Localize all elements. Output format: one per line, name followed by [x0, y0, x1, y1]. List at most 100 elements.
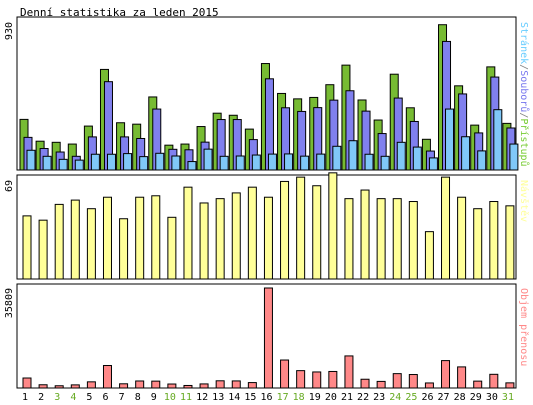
- panel-visits: 930 Stránek/Souborů/Přístupů: [4, 16, 530, 171]
- x-tick-label: 13: [212, 392, 224, 403]
- series-Stránek: [26, 108, 519, 171]
- bar-visitors-30: [489, 201, 499, 280]
- x-tick-label: 26: [421, 392, 433, 403]
- bar-visitors-24: [392, 198, 402, 280]
- bar-visitors-5: [86, 208, 96, 280]
- bar-kbytes-11: [183, 384, 193, 389]
- panel-visitors: 69 Návštěv: [4, 172, 530, 280]
- bar-visits-27: [445, 108, 455, 171]
- x-tick-label: 11: [180, 392, 192, 403]
- bar-visits-15: [251, 154, 261, 171]
- bar-visitors-26: [424, 231, 434, 280]
- bar-visitors-16: [263, 196, 273, 280]
- bar-visitors-9: [151, 195, 161, 280]
- series-Objem přenosu: [22, 287, 515, 389]
- x-tick-label: 21: [341, 392, 353, 403]
- legend-label-part: Objem přenosu: [518, 288, 530, 366]
- legend-label: Návštěv: [518, 180, 530, 222]
- bar-kbytes-31: [505, 382, 515, 389]
- bar-visitors-12: [199, 202, 209, 280]
- x-axis-labels: 1 2 3 4 5 6 7 8 9 10 11 12 13 14 15 16 17 18 19 20 21 22 23 24 2…: [22, 392, 514, 403]
- bar-visitors-31: [505, 205, 515, 280]
- x-tick-label: 9: [151, 392, 157, 403]
- bar-visitors-27: [441, 176, 451, 280]
- x-tick-label: 29: [470, 392, 482, 403]
- x-tick-label: 23: [373, 392, 385, 403]
- bar-kbytes-6: [102, 365, 112, 389]
- legend-label-part: Přístupů: [518, 118, 530, 166]
- x-tick-label: 15: [244, 392, 256, 403]
- bar-visits-29: [477, 150, 487, 171]
- bar-visitors-17: [280, 180, 290, 280]
- bar-visitors-13: [215, 198, 225, 280]
- legend-label-part: /: [518, 64, 529, 70]
- bar-visits-26: [428, 157, 438, 171]
- x-tick-label: 4: [70, 392, 76, 403]
- x-tick-label: 16: [260, 392, 272, 403]
- bar-kbytes-4: [70, 384, 80, 389]
- bar-visitors-8: [135, 196, 145, 280]
- bar-kbytes-10: [167, 383, 177, 389]
- bar-kbytes-17: [280, 359, 290, 389]
- bar-visits-22: [364, 153, 374, 171]
- legend-label: Objem přenosu: [518, 288, 530, 366]
- y-max-label: 35809: [4, 288, 15, 318]
- bar-visitors-6: [102, 196, 112, 280]
- bar-kbytes-12: [199, 383, 209, 389]
- bar-visitors-19: [312, 185, 322, 280]
- bar-visits-25: [412, 146, 422, 171]
- bar-kbytes-28: [457, 366, 467, 389]
- bar-visits-20: [332, 145, 342, 171]
- bar-kbytes-15: [247, 382, 257, 389]
- bar-visitors-10: [167, 216, 177, 280]
- bar-visits-10: [171, 155, 181, 171]
- bar-kbytes-25: [408, 374, 418, 389]
- x-tick-label: 18: [293, 392, 305, 403]
- bar-visits-2: [42, 155, 52, 171]
- bar-visitors-23: [376, 198, 386, 280]
- bar-kbytes-18: [296, 370, 306, 389]
- bar-visitors-11: [183, 186, 193, 280]
- bar-visits-31: [509, 143, 519, 171]
- bar-visits-7: [123, 153, 133, 171]
- bar-kbytes-9: [151, 380, 161, 389]
- legend-label: Stránek/Souborů/Přístupů: [518, 22, 530, 167]
- bar-visits-28: [461, 136, 471, 171]
- bar-visits-17: [284, 153, 294, 171]
- bar-visitors-22: [360, 189, 370, 280]
- bar-kbytes-1: [22, 377, 32, 389]
- bar-visitors-15: [247, 186, 257, 280]
- legend-label-part: /: [518, 112, 529, 118]
- x-tick-label: 14: [228, 392, 240, 403]
- bar-visits-14: [235, 155, 245, 171]
- bar-visits-3: [58, 158, 68, 171]
- bar-visits-23: [380, 155, 390, 171]
- bar-kbytes-8: [135, 380, 145, 389]
- bar-visits-12: [203, 148, 213, 171]
- bar-visits-16: [267, 153, 277, 171]
- x-tick-label: 20: [325, 392, 337, 403]
- x-tick-label: 8: [135, 392, 141, 403]
- bar-visits-30: [493, 109, 503, 171]
- bar-kbytes-2: [38, 384, 48, 389]
- x-tick-label: 7: [119, 392, 125, 403]
- bar-kbytes-26: [424, 382, 434, 389]
- bar-kbytes-27: [441, 360, 451, 389]
- chart-title: Denní statistika za leden 2015: [20, 6, 219, 19]
- bar-visitors-18: [296, 176, 306, 280]
- x-tick-label: 17: [277, 392, 289, 403]
- x-tick-label: 28: [454, 392, 466, 403]
- bar-visits-5: [90, 153, 100, 171]
- y-max-label: 69: [4, 180, 15, 192]
- x-tick-label: 30: [486, 392, 498, 403]
- chart-panels: 930 Stránek/Souborů/Přístupů 69 Návštěv 3580…: [4, 16, 530, 389]
- x-tick-label: 22: [357, 392, 369, 403]
- bar-visits-19: [316, 153, 326, 171]
- x-tick-label: 10: [164, 392, 176, 403]
- bar-visitors-4: [70, 199, 80, 280]
- x-tick-label: 24: [389, 392, 401, 403]
- bar-kbytes-16: [263, 287, 273, 389]
- x-tick-label: 2: [38, 392, 44, 403]
- bar-kbytes-22: [360, 378, 370, 389]
